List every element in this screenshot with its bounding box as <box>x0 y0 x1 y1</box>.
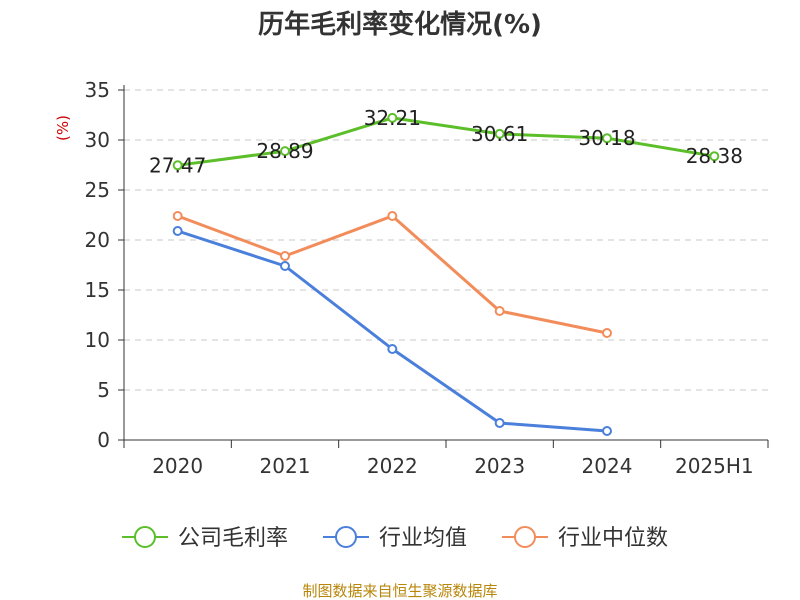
grid-lines <box>124 89 768 391</box>
y-axis-label: (%) <box>54 115 72 141</box>
data-point <box>709 151 720 162</box>
legend-label: 行业均值 <box>379 526 467 551</box>
data-point <box>387 112 398 123</box>
y-tick-label: 10 <box>85 328 110 352</box>
legend-item-1: 行业均值 <box>323 526 467 551</box>
legend-item-2: 行业中位数 <box>502 526 668 551</box>
y-tick-label: 5 <box>97 378 110 402</box>
data-point <box>602 133 612 144</box>
data-point <box>280 251 290 261</box>
y-tick-label: 15 <box>85 278 110 302</box>
legend-marker <box>514 526 536 548</box>
legend-label: 公司毛利率 <box>178 526 288 551</box>
data-point <box>387 344 398 354</box>
series-group: 27.47 28.89 32.21 30.61 30.18 28.38 <box>149 106 743 436</box>
legend-marker <box>335 526 357 548</box>
data-point <box>280 261 290 271</box>
chart-title: 历年毛利率变化情况(%) <box>258 9 542 40</box>
data-point <box>494 128 505 139</box>
data-point <box>602 426 612 436</box>
y-tick-label: 20 <box>85 228 110 252</box>
series-2 <box>172 211 612 338</box>
series-line <box>177 214 608 335</box>
axes: 0 5 10 15 20 25 30 35 2020 2021 2022 2023 2024 2025H1 <box>85 78 769 478</box>
data-label: 30.18 <box>578 126 635 150</box>
y-tick-label: 25 <box>85 178 110 202</box>
data-label: 32.21 <box>364 106 421 130</box>
series-line <box>177 229 608 433</box>
series-line <box>177 116 715 167</box>
legend-marker <box>134 526 156 548</box>
x-tick-label: 2020 <box>152 454 203 478</box>
legend-item-0: 公司毛利率 <box>122 526 288 551</box>
x-tick-label: 2022 <box>367 454 418 478</box>
data-point <box>602 328 612 338</box>
data-point <box>280 146 290 157</box>
x-tick-label: 2021 <box>260 454 311 478</box>
source-note: 制图数据来自恒生聚源数据库 <box>302 582 497 600</box>
legend-label: 行业中位数 <box>558 526 668 551</box>
series-0: 27.47 28.89 32.21 30.61 30.18 28.38 <box>149 106 743 177</box>
y-tick-label: 30 <box>85 128 110 152</box>
legend: 公司毛利率 行业均值 行业中位数 <box>122 526 668 551</box>
data-point <box>172 226 183 236</box>
data-label: 28.38 <box>686 144 743 168</box>
y-tick-label: 35 <box>85 78 110 102</box>
data-point <box>172 160 183 171</box>
data-label: 28.89 <box>256 139 313 163</box>
data-label: 27.47 <box>149 153 206 177</box>
data-point <box>494 306 505 316</box>
data-point <box>387 211 398 221</box>
data-point <box>172 211 183 221</box>
x-tick-label: 2024 <box>582 454 633 478</box>
x-tick-label: 2025H1 <box>675 454 754 478</box>
y-tick-label: 0 <box>97 428 110 452</box>
data-label: 30.61 <box>471 122 528 146</box>
series-1 <box>172 226 612 436</box>
x-tick-label: 2023 <box>474 454 525 478</box>
data-point <box>494 418 505 428</box>
